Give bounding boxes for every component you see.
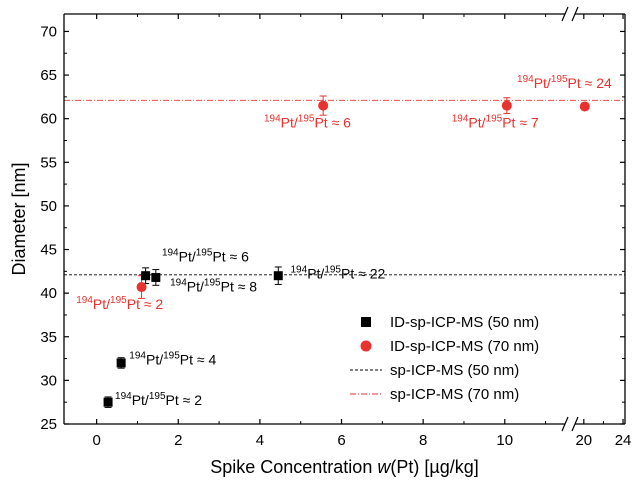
legend-swatch-1 <box>360 340 372 352</box>
data-points <box>103 100 590 407</box>
legend-item-0: ID-sp-ICP-MS (50 nm) <box>361 314 539 331</box>
point-s1-p2 <box>501 100 512 111</box>
y-tick-label-4: 45 <box>40 242 57 259</box>
legend: ID-sp-ICP-MS (50 nm) ID-sp-ICP-MS (70 nm)… <box>350 314 539 403</box>
x-tick-label-7: 24 <box>615 432 632 449</box>
point-s1-p3 <box>579 101 590 112</box>
point-s0-p4 <box>273 271 283 281</box>
legend-label-1: ID-sp-ICP-MS (70 nm) <box>390 338 539 355</box>
point-s0-p0 <box>103 397 113 407</box>
x-tick-label-4: 8 <box>419 432 427 449</box>
x-tick-label-1: 2 <box>174 432 182 449</box>
legend-label-2: sp-ICP-MS (50 nm) <box>390 362 519 379</box>
legend-label-0: ID-sp-ICP-MS (50 nm) <box>390 314 539 331</box>
x-tick-label-0: 0 <box>92 432 100 449</box>
y-tick-label-6: 55 <box>40 154 57 171</box>
legend-item-2: sp-ICP-MS (50 nm) <box>350 362 519 379</box>
y-tick-label-0: 25 <box>40 416 57 433</box>
annotations: 194Pt/195Pt ≈ 2 194Pt/195Pt ≈ 4 194Pt/195P… <box>76 74 612 408</box>
legend-item-1: ID-sp-ICP-MS (70 nm) <box>360 338 539 355</box>
y-tick-label-2: 35 <box>40 329 57 346</box>
legend-item-3: sp-ICP-MS (70 nm) <box>350 386 519 403</box>
annotation-1: 194Pt/195Pt ≈ 4 <box>129 351 216 368</box>
y-tick-label-8: 65 <box>40 67 57 84</box>
point-s0-p1 <box>116 358 126 368</box>
point-s0-p3 <box>151 272 161 282</box>
x-tick-label-5: 10 <box>496 432 513 449</box>
legend-label-3: sp-ICP-MS (70 nm) <box>390 386 519 403</box>
annotation-3: 194Pt/195Pt ≈ 8 <box>170 277 257 294</box>
annotation-0: 194Pt/195Pt ≈ 2 <box>115 391 202 408</box>
y-tick-label-7: 60 <box>40 111 57 128</box>
x-axis-title: Spike Concentration w(Pt) [µg/kg] <box>210 457 479 477</box>
point-s1-p1 <box>318 100 329 111</box>
annotation-2: 194Pt/195Pt ≈ 6 <box>162 248 249 265</box>
axis-break-mark-0 <box>561 6 579 22</box>
reference-lines <box>64 99 625 276</box>
axis-break-mark-1 <box>561 416 579 432</box>
y-tick-label-3: 40 <box>40 285 57 302</box>
annotation-4: 194Pt/195Pt ≈ 22 <box>291 264 386 281</box>
y-tick-label-9: 70 <box>40 23 57 40</box>
annotation-6: 194Pt/195Pt ≈ 6 <box>264 113 351 130</box>
y-tick-label-1: 30 <box>40 372 57 389</box>
annotation-7: 194Pt/195Pt ≈ 7 <box>452 113 539 130</box>
point-s1-p0 <box>136 282 147 293</box>
legend-swatch-0 <box>361 317 371 327</box>
x-tick-label-3: 6 <box>337 432 345 449</box>
annotation-5: 194Pt/195Pt ≈ 2 <box>76 295 163 312</box>
x-tick-label-2: 4 <box>256 432 264 449</box>
y-tick-label-5: 50 <box>40 198 57 215</box>
x-tick-label-6: 20 <box>575 432 592 449</box>
y-axis-title: Diameter [nm] <box>9 162 29 275</box>
point-s0-p2 <box>141 271 151 281</box>
annotation-8: 194Pt/195Pt ≈ 24 <box>517 74 612 91</box>
